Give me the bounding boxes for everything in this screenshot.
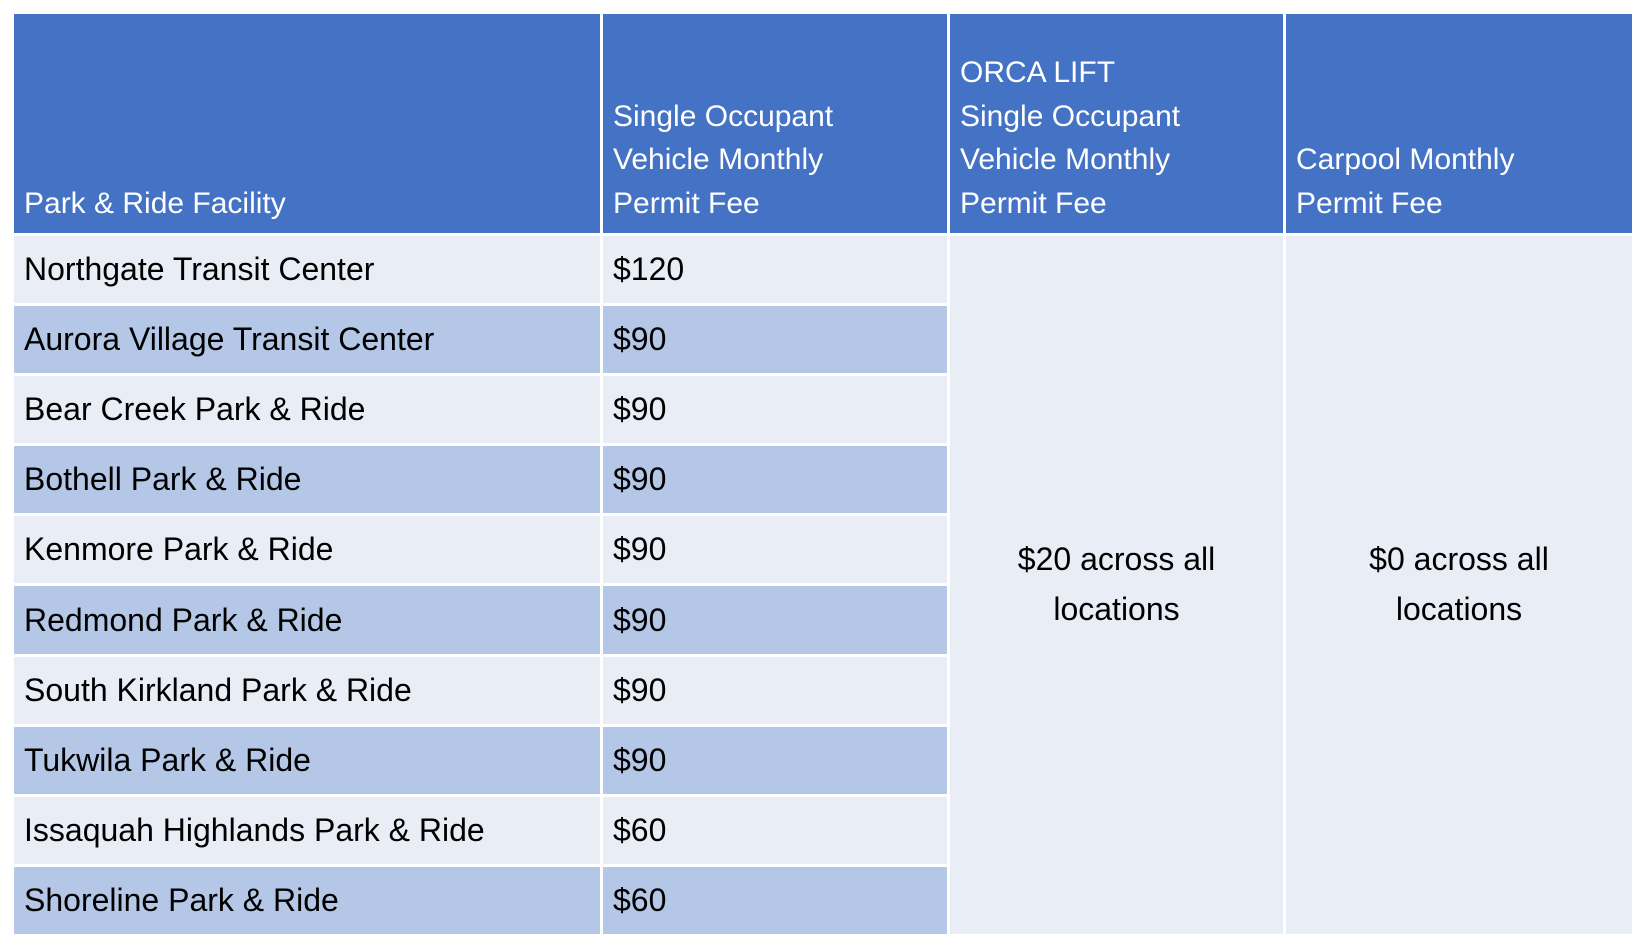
column-header-facility: Park & Ride Facility	[14, 14, 600, 233]
facility-cell: Issaquah Highlands Park & Ride	[14, 796, 600, 864]
orca-lift-fee-merged-cell: $20 across all locations	[950, 236, 1283, 934]
fee-cell: $90	[603, 726, 947, 794]
fee-cell: $60	[603, 796, 947, 864]
facility-cell: Aurora Village Transit Center	[14, 306, 600, 374]
facility-cell: Tukwila Park & Ride	[14, 726, 600, 794]
permit-fee-table: Park & Ride Facility Single Occupant Veh…	[14, 14, 1632, 934]
fee-cell: $120	[603, 236, 947, 304]
facility-cell: Shoreline Park & Ride	[14, 866, 600, 934]
carpool-fee-text: $0 across all locations	[1369, 541, 1549, 627]
column-header-sov-fee: Single Occupant Vehicle Monthly Permit F…	[603, 14, 947, 233]
facility-cell: Northgate Transit Center	[14, 236, 600, 304]
fee-cell: $90	[603, 446, 947, 514]
facility-cell: Redmond Park & Ride	[14, 586, 600, 654]
facility-cell: Kenmore Park & Ride	[14, 516, 600, 584]
fee-cell: $90	[603, 376, 947, 444]
fee-cell: $90	[603, 306, 947, 374]
fee-cell: $90	[603, 656, 947, 724]
facility-cell: Bear Creek Park & Ride	[14, 376, 600, 444]
fee-cell: $90	[603, 516, 947, 584]
orca-lift-fee-text: $20 across all locations	[1017, 541, 1216, 627]
fee-cell: $90	[603, 586, 947, 654]
carpool-fee-merged-cell: $0 across all locations	[1286, 236, 1632, 934]
facility-cell: South Kirkland Park & Ride	[14, 656, 600, 724]
column-header-carpool-fee: Carpool Monthly Permit Fee	[1286, 14, 1632, 233]
facility-cell: Bothell Park & Ride	[14, 446, 600, 514]
column-header-orca-lift-fee: ORCA LIFT Single Occupant Vehicle Monthl…	[950, 14, 1283, 233]
fee-cell: $60	[603, 866, 947, 934]
